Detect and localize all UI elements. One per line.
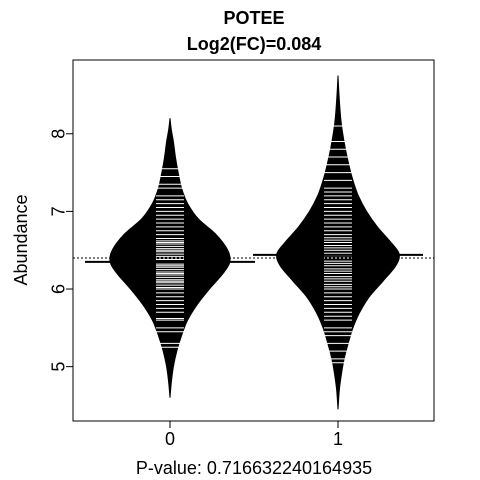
y-tick-label: 6	[49, 284, 69, 294]
y-axis: 5 6 7 8	[49, 129, 73, 372]
chart-subtitle: Log2(FC)=0.084	[187, 34, 322, 54]
x-axis-label: P-value: 0.716632240164935	[136, 458, 372, 478]
chart-title: POTEE	[223, 8, 284, 28]
x-tick-label: 1	[333, 429, 343, 449]
y-tick-label: 5	[49, 362, 69, 372]
plot-frame	[72, 59, 435, 422]
y-tick-label: 7	[49, 206, 69, 216]
y-axis-label: Abundance	[11, 194, 31, 285]
x-tick-label: 0	[165, 429, 175, 449]
y-tick-label: 8	[49, 129, 69, 139]
